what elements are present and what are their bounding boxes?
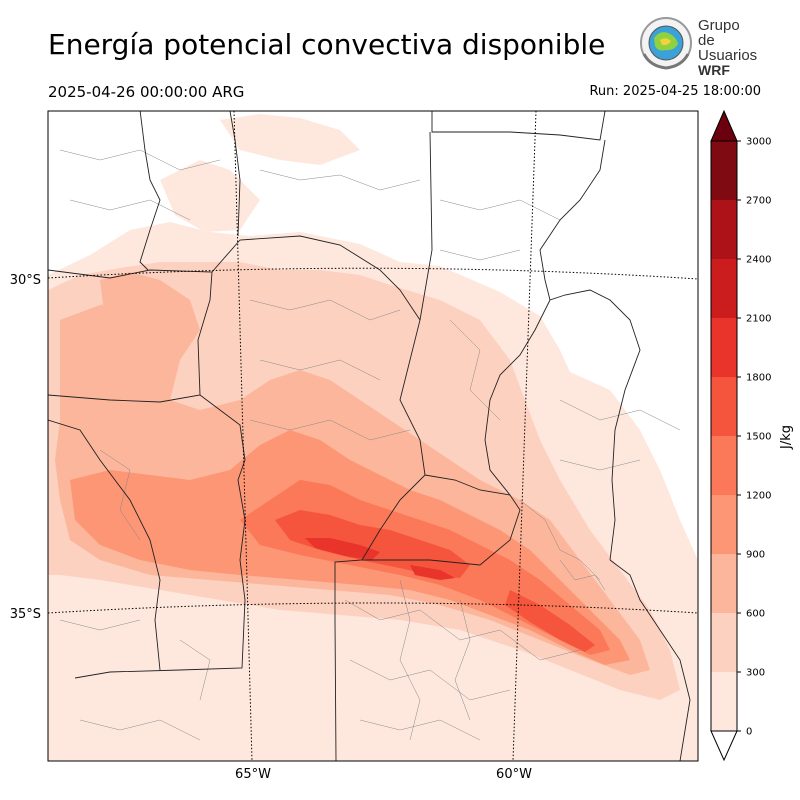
colorbar-tick-label: 1500	[746, 432, 771, 443]
colorbar-tick-label: 1200	[746, 491, 771, 502]
colorbar-segment	[711, 141, 737, 200]
colorbar-segment	[711, 377, 737, 436]
cape-shading	[48, 114, 698, 761]
colorbar-tick-label: 0	[746, 727, 752, 738]
logo-line-3: WRF	[698, 62, 730, 78]
lon-label-60w: 60°W	[496, 767, 532, 782]
wrf-logo: Grupo de Usuarios WRF	[638, 16, 758, 78]
graticule	[48, 111, 698, 761]
lat-label-35s: 35°S	[10, 607, 41, 622]
globe-icon	[640, 17, 692, 70]
colorbar-segment	[711, 495, 737, 554]
colorbar-tick-label: 2400	[746, 255, 771, 266]
map-title: Energía potencial convectiva disponible	[48, 28, 606, 61]
colorbar-unit-label: J/kg	[779, 425, 794, 450]
map-area	[48, 111, 698, 761]
parallel-35s	[48, 602, 698, 614]
colorbar-segment	[711, 554, 737, 613]
colorbar-tick-label: 300	[746, 668, 765, 679]
logo-line-1: Grupo de	[698, 17, 740, 49]
colorbar-extend-below	[710, 730, 738, 762]
colorbar-tick-label: 900	[746, 550, 765, 561]
colorbar: 0 300 600 900 1200 1500 1800 2100 2400 2700 3000	[710, 109, 771, 762]
colorbar-tick-label: 2100	[746, 314, 771, 325]
valid-time: 2025-04-26 00:00:00 ARG	[48, 83, 245, 101]
colorbar-tick-label: 3000	[746, 137, 771, 148]
lon-label-65w: 65°W	[235, 767, 271, 782]
colorbar-segment	[711, 672, 737, 731]
colorbar-extend-above	[710, 109, 738, 142]
colorbar-segment	[711, 259, 737, 318]
run-time: Run: 2025-04-25 18:00:00	[589, 84, 761, 99]
logo-line-2: Usuarios	[698, 47, 758, 64]
lat-label-30s: 30°S	[10, 273, 41, 288]
colorbar-segment	[711, 613, 737, 672]
colorbar-segment	[711, 318, 737, 377]
colorbar-segment	[711, 200, 737, 259]
colorbar-segment	[711, 436, 737, 495]
colorbar-tick-label: 1800	[746, 373, 771, 384]
colorbar-tick-label: 600	[746, 609, 765, 620]
department-boundaries	[59, 149, 681, 741]
map-frame	[47, 110, 699, 762]
colorbar-tick-label: 2700	[746, 196, 771, 207]
parallel-30s	[48, 267, 698, 280]
